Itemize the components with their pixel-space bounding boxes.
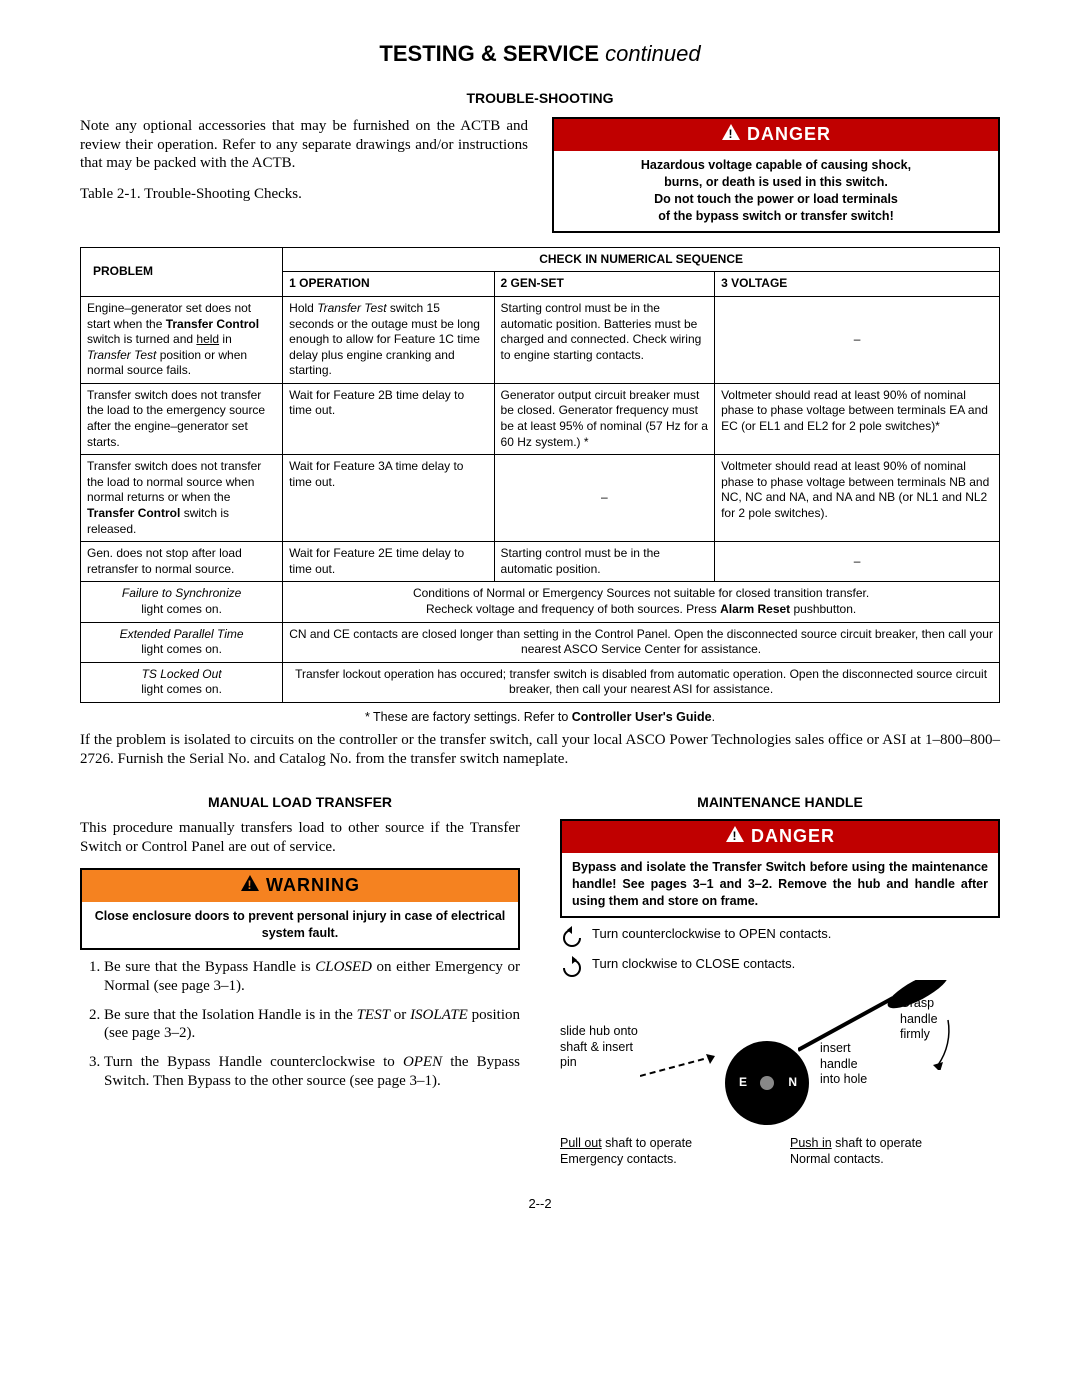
warning-triangle-icon: !: [240, 874, 260, 898]
intro-row: Note any optional accessories that may b…: [80, 117, 1000, 241]
table-footnote: * These are factory settings. Refer to C…: [80, 709, 1000, 725]
danger-box-bottom: ! DANGER Bypass and isolate the Transfer…: [560, 819, 1000, 918]
list-item: Be sure that the Isolation Handle is in …: [104, 1006, 520, 1044]
manual-intro: This procedure manually transfers load t…: [80, 819, 520, 858]
grasp-label: Grasp handle firmly: [900, 996, 960, 1043]
manual-steps: Be sure that the Bypass Handle is CLOSED…: [80, 958, 520, 1091]
dashed-arrow-icon: [640, 1046, 730, 1086]
warning-box: ! WARNING Close enclosure doors to preve…: [80, 868, 520, 950]
warning-body: Close enclosure doors to prevent persona…: [82, 902, 518, 948]
troubleshooting-heading: TROUBLE-SHOOTING: [80, 89, 1000, 107]
th-voltage: 3 VOLTAGE: [715, 272, 1000, 297]
cw-row: Turn clockwise to CLOSE contacts.: [560, 956, 1000, 980]
danger-body: Hazardous voltage capable of causing sho…: [554, 151, 998, 231]
list-item: Be sure that the Bypass Handle is CLOSED…: [104, 958, 520, 996]
danger-header: ! DANGER: [562, 821, 998, 853]
page-title: TESTING & SERVICE continued: [80, 40, 1000, 69]
table-row: Engine–generator set does not start when…: [81, 296, 1000, 383]
th-operation: 1 OPERATION: [283, 272, 494, 297]
table-row: Transfer switch does not transfer the lo…: [81, 383, 1000, 454]
warning-header: ! WARNING: [82, 870, 518, 902]
hub-icon: E N: [725, 1041, 809, 1125]
table-row: Failure to Synchronizelight comes on. Co…: [81, 582, 1000, 622]
maint-heading: MAINTENANCE HANDLE: [560, 793, 1000, 811]
danger-header: ! DANGER: [554, 119, 998, 151]
manual-heading: MANUAL LOAD TRANSFER: [80, 793, 520, 811]
svg-text:!: !: [248, 878, 253, 892]
push-label: Push in shaft to operate Normal contacts…: [790, 1136, 960, 1167]
intro-text: Note any optional accessories that may b…: [80, 117, 528, 173]
danger-box-top: ! DANGER Hazardous voltage capable of ca…: [552, 117, 1000, 233]
th-problem: PROBLEM: [81, 247, 283, 296]
table-row: Transfer switch does not transfer the lo…: [81, 455, 1000, 542]
troubleshooting-table: PROBLEM CHECK IN NUMERICAL SEQUENCE 1 OP…: [80, 247, 1000, 703]
ccw-arrow-icon: [560, 926, 584, 950]
th-genset: 2 GEN-SET: [494, 272, 715, 297]
table-row: Extended Parallel Timelight comes on. CN…: [81, 622, 1000, 662]
pull-label: Pull out shaft to operate Emergency cont…: [560, 1136, 730, 1167]
cw-arrow-icon: [560, 956, 584, 980]
table-caption: Table 2-1. Trouble-Shooting Checks.: [80, 185, 528, 205]
insert-label: insert handle into hole: [820, 1041, 880, 1088]
svg-text:!: !: [728, 127, 733, 141]
svg-text:!: !: [732, 829, 737, 843]
page-number: 2--2: [80, 1196, 1000, 1213]
after-table-text: If the problem is isolated to circuits o…: [80, 731, 1000, 769]
warning-triangle-icon: !: [725, 825, 745, 849]
table-row: TS Locked Outlight comes on. Transfer lo…: [81, 662, 1000, 702]
table-row: Gen. does not stop after load retransfer…: [81, 542, 1000, 582]
list-item: Turn the Bypass Handle counterclockwise …: [104, 1053, 520, 1091]
ccw-row: Turn counterclockwise to OPEN contacts.: [560, 926, 1000, 950]
th-check: CHECK IN NUMERICAL SEQUENCE: [283, 247, 1000, 272]
slide-label: slide hub onto shaft & insert pin: [560, 1024, 640, 1071]
maintenance-diagram: E N slide hub onto shaft & insert pin in…: [560, 986, 1000, 1166]
manual-load-transfer-section: MANUAL LOAD TRANSFER This procedure manu…: [80, 793, 520, 1166]
maintenance-handle-section: MAINTENANCE HANDLE ! DANGER Bypass and i…: [560, 793, 1000, 1166]
danger-body: Bypass and isolate the Transfer Switch b…: [562, 853, 998, 916]
warning-triangle-icon: !: [721, 123, 741, 147]
